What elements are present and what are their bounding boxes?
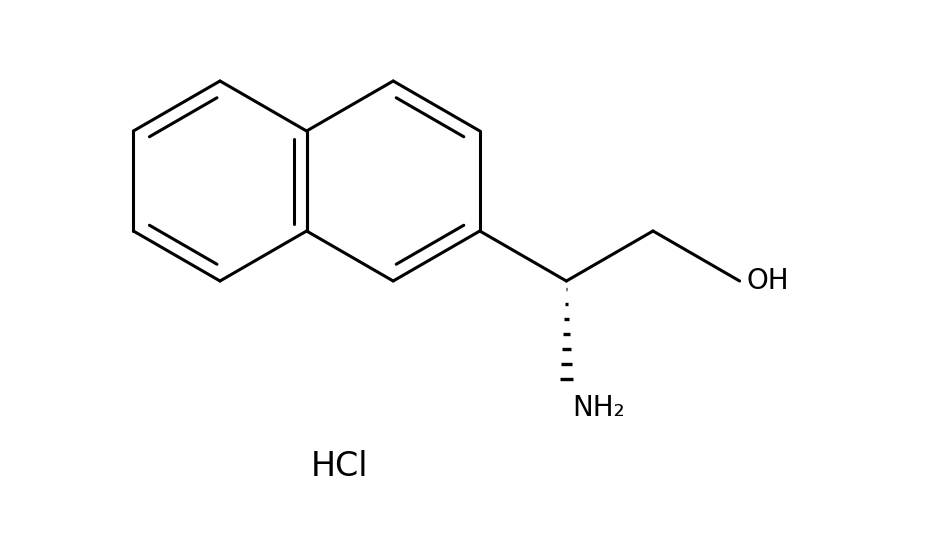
Text: NH₂: NH₂ bbox=[572, 394, 625, 422]
Text: OH: OH bbox=[747, 267, 789, 295]
Text: HCl: HCl bbox=[311, 450, 369, 482]
